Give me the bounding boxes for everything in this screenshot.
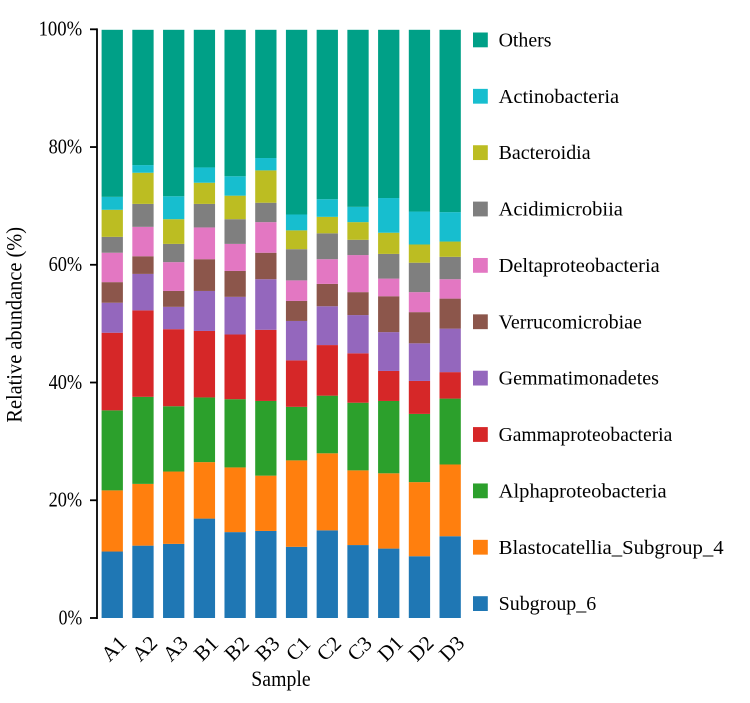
svg-text:Verrucomicrobiae: Verrucomicrobiae — [499, 311, 642, 333]
svg-text:0%: 0% — [59, 605, 83, 629]
svg-text:Others: Others — [499, 30, 552, 52]
svg-text:Acidimicrobiia: Acidimicrobiia — [499, 199, 623, 221]
svg-text:Deltaproteobacteria: Deltaproteobacteria — [499, 255, 660, 277]
svg-text:Blastocatellia_Subgroup_4: Blastocatellia_Subgroup_4 — [499, 537, 724, 559]
svg-text:Actinobacteria: Actinobacteria — [499, 86, 619, 108]
svg-text:Bacteroidia: Bacteroidia — [499, 142, 591, 164]
svg-text:Sample: Sample — [251, 666, 310, 691]
svg-text:100%: 100% — [39, 17, 83, 41]
svg-text:Alphaproteobacteria: Alphaproteobacteria — [499, 480, 667, 502]
svg-text:Gammaproteobacteria: Gammaproteobacteria — [499, 424, 673, 446]
svg-text:80%: 80% — [49, 134, 83, 158]
svg-text:20%: 20% — [49, 488, 83, 512]
svg-text:40%: 40% — [49, 370, 83, 394]
svg-text:60%: 60% — [49, 252, 83, 276]
svg-text:Relative abundance (%): Relative abundance (%) — [2, 227, 27, 423]
svg-text:Gemmatimonadetes: Gemmatimonadetes — [499, 368, 660, 390]
svg-text:Subgroup_6: Subgroup_6 — [499, 593, 597, 615]
